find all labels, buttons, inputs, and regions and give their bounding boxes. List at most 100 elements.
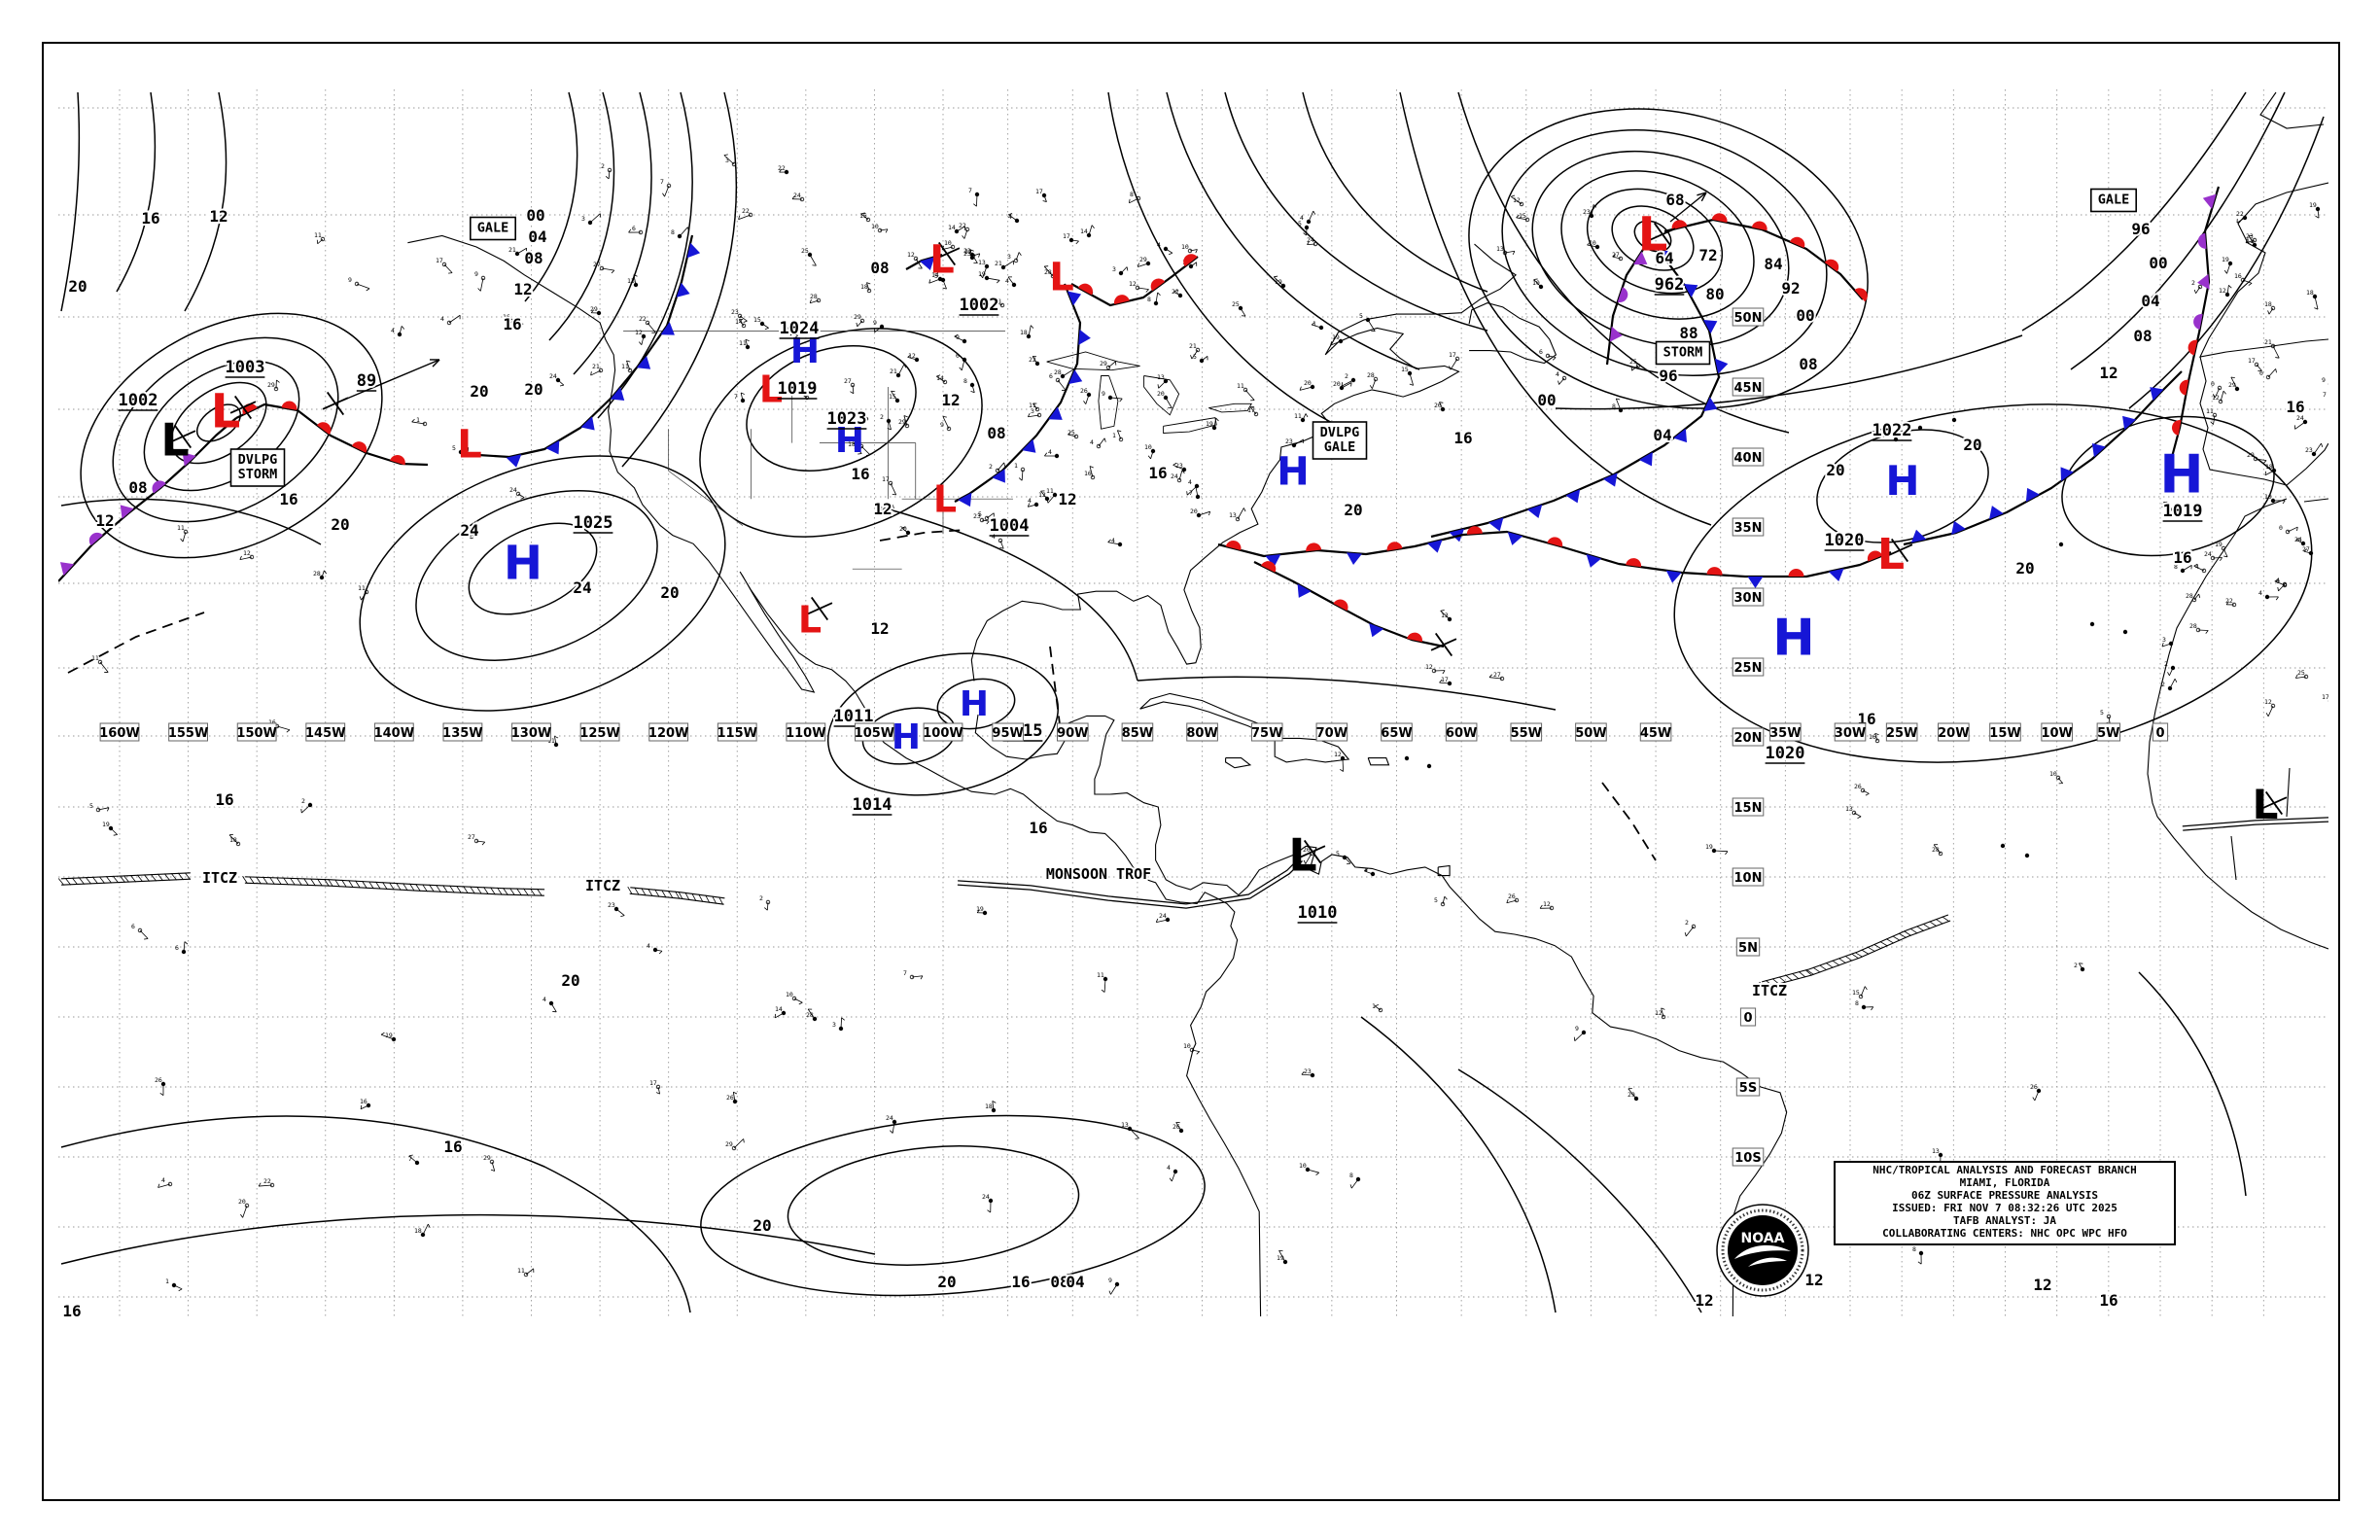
svg-text:125W: 125W (579, 726, 619, 741)
occluded-front (58, 417, 237, 582)
svg-text:5N: 5N (1738, 941, 1758, 956)
svg-text:2: 2 (301, 797, 305, 805)
svg-text:24: 24 (1171, 472, 1178, 480)
svg-text:5: 5 (89, 802, 93, 810)
svg-text:27: 27 (468, 833, 475, 841)
svg-text:3: 3 (1007, 253, 1011, 261)
svg-text:20: 20 (1344, 501, 1362, 519)
svg-text:5: 5 (2100, 709, 2104, 717)
svg-text:18: 18 (2334, 519, 2342, 527)
svg-text:4: 4 (2276, 577, 2280, 584)
svg-text:16: 16 (443, 1138, 462, 1156)
warm-front (1070, 254, 1199, 307)
svg-text:14: 14 (775, 1005, 783, 1013)
svg-text:9: 9 (940, 421, 944, 429)
svg-text:24: 24 (2294, 536, 2302, 543)
svg-text:3: 3 (832, 1021, 836, 1029)
stationary-front (1217, 526, 1892, 588)
svg-text:10: 10 (1532, 279, 1540, 287)
svg-text:24: 24 (853, 438, 860, 446)
svg-text:23: 23 (963, 247, 971, 255)
svg-text:8: 8 (1612, 402, 1616, 410)
svg-text:17: 17 (1441, 676, 1449, 683)
svg-text:23: 23 (608, 901, 615, 909)
svg-text:16: 16 (1029, 819, 1047, 837)
svg-text:13: 13 (2335, 708, 2343, 716)
svg-text:10: 10 (1299, 1162, 1307, 1170)
svg-text:08: 08 (987, 424, 1005, 442)
graticule-labels: 160W 155W 150W 145W 140W 135W 130W 125W 120W 115W… (99, 307, 2169, 1167)
svg-text:22: 22 (778, 164, 786, 172)
svg-text:2: 2 (989, 463, 993, 471)
svg-text:19: 19 (1277, 1254, 1284, 1262)
svg-text:20: 20 (561, 971, 579, 990)
svg-text:4: 4 (1008, 213, 1012, 221)
svg-text:6: 6 (175, 944, 179, 952)
info-line-analyst: TAFB ANALYST: JA (1953, 1213, 2056, 1227)
svg-text:12: 12 (635, 329, 643, 336)
svg-text:15: 15 (1401, 366, 1409, 373)
svg-text:4: 4 (1090, 438, 1094, 446)
svg-text:24: 24 (1307, 236, 1314, 244)
svg-text:6: 6 (131, 923, 135, 930)
svg-text:28: 28 (1054, 368, 1062, 376)
svg-text:12: 12 (1655, 1009, 1662, 1017)
svg-text:160W: 160W (99, 726, 139, 741)
svg-text:14: 14 (948, 224, 956, 231)
svg-text:7: 7 (734, 393, 738, 401)
svg-text:1: 1 (165, 1278, 169, 1285)
warm-front (1663, 213, 1868, 302)
svg-text:75W: 75W (1251, 726, 1282, 741)
svg-text:20: 20 (238, 1198, 246, 1206)
svg-text:16: 16 (503, 313, 510, 321)
svg-text:70W: 70W (1316, 726, 1348, 741)
svg-text:9: 9 (956, 333, 960, 341)
svg-text:18: 18 (229, 836, 237, 844)
svg-text:20W: 20W (1938, 726, 1969, 741)
svg-text:28: 28 (2189, 622, 2197, 630)
svg-text:4: 4 (440, 315, 444, 323)
svg-text:8: 8 (671, 228, 675, 236)
svg-text:3: 3 (1112, 265, 1116, 273)
svg-text:6: 6 (1539, 348, 1543, 356)
svg-text:28: 28 (2186, 592, 2193, 600)
low-center: L (160, 414, 189, 467)
svg-text:15N: 15N (1734, 801, 1763, 816)
svg-text:50N: 50N (1734, 311, 1763, 326)
svg-text:00: 00 (1537, 391, 1556, 409)
stationary-front (1253, 561, 1445, 648)
svg-text:2: 2 (1345, 372, 1348, 380)
svg-text:12: 12 (2033, 1276, 2051, 1294)
svg-text:20: 20 (1303, 846, 1311, 854)
coastlines (407, 91, 2328, 1316)
svg-text:11: 11 (2246, 237, 2254, 245)
svg-text:4: 4 (647, 942, 650, 950)
cold-front (905, 253, 943, 270)
svg-text:16: 16 (503, 315, 521, 333)
svg-text:8: 8 (1912, 1245, 1916, 1253)
svg-text:10: 10 (871, 223, 879, 230)
svg-text:11: 11 (1294, 412, 1302, 420)
svg-text:29: 29 (267, 381, 275, 389)
svg-text:11: 11 (177, 524, 185, 532)
svg-text:19: 19 (1332, 333, 1340, 341)
svg-text:130W: 130W (511, 726, 551, 741)
svg-text:22: 22 (639, 315, 647, 323)
svg-text:12: 12 (1543, 900, 1551, 908)
svg-text:8: 8 (1855, 999, 1859, 1007)
svg-text:90W: 90W (1057, 726, 1088, 741)
low-center: L (798, 599, 822, 642)
svg-text:STORM: STORM (238, 467, 278, 482)
svg-text:10: 10 (1181, 243, 1189, 251)
chart-border (42, 42, 2340, 1501)
svg-text:18: 18 (1020, 329, 1028, 336)
svg-text:24: 24 (2296, 414, 2304, 422)
svg-text:24: 24 (1159, 912, 1167, 920)
svg-text:17: 17 (1035, 188, 1043, 195)
svg-text:11: 11 (2331, 417, 2339, 425)
svg-text:1: 1 (1112, 432, 1116, 439)
svg-text:12: 12 (2212, 394, 2220, 402)
svg-text:25: 25 (1629, 358, 1637, 366)
svg-text:1014: 1014 (853, 795, 892, 815)
